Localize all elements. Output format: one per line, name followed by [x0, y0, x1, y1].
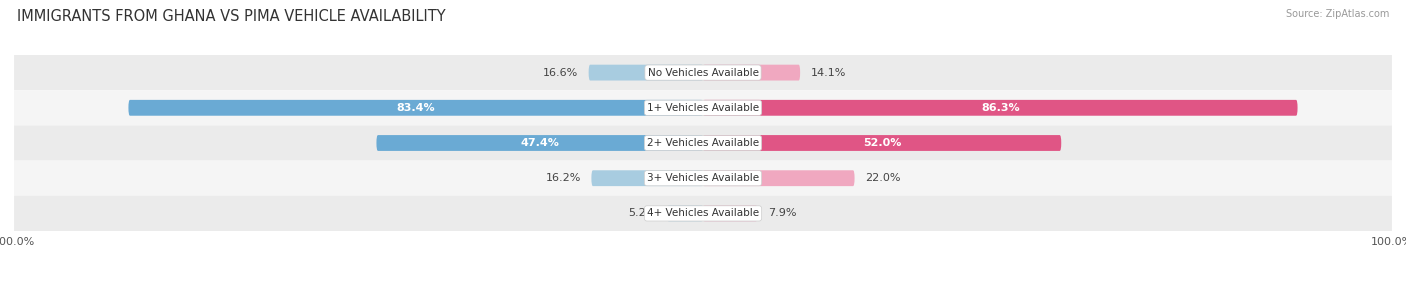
FancyBboxPatch shape [703, 170, 855, 186]
Text: IMMIGRANTS FROM GHANA VS PIMA VEHICLE AVAILABILITY: IMMIGRANTS FROM GHANA VS PIMA VEHICLE AV… [17, 9, 446, 23]
FancyBboxPatch shape [668, 205, 703, 221]
FancyBboxPatch shape [703, 205, 758, 221]
FancyBboxPatch shape [128, 100, 703, 116]
Text: 22.0%: 22.0% [865, 173, 900, 183]
Text: 2+ Vehicles Available: 2+ Vehicles Available [647, 138, 759, 148]
Text: 16.6%: 16.6% [543, 67, 578, 78]
FancyBboxPatch shape [14, 196, 1392, 231]
FancyBboxPatch shape [703, 100, 1298, 116]
Text: 3+ Vehicles Available: 3+ Vehicles Available [647, 173, 759, 183]
Text: 7.9%: 7.9% [768, 208, 796, 219]
FancyBboxPatch shape [703, 65, 800, 81]
FancyBboxPatch shape [14, 55, 1392, 90]
FancyBboxPatch shape [592, 170, 703, 186]
Text: 52.0%: 52.0% [863, 138, 901, 148]
Text: No Vehicles Available: No Vehicles Available [648, 67, 758, 78]
FancyBboxPatch shape [14, 90, 1392, 125]
Text: 5.2%: 5.2% [628, 208, 657, 219]
Text: 16.2%: 16.2% [546, 173, 581, 183]
Text: 14.1%: 14.1% [810, 67, 846, 78]
Text: 83.4%: 83.4% [396, 103, 434, 113]
FancyBboxPatch shape [14, 161, 1392, 196]
FancyBboxPatch shape [703, 135, 1062, 151]
Text: Source: ZipAtlas.com: Source: ZipAtlas.com [1285, 9, 1389, 19]
FancyBboxPatch shape [589, 65, 703, 81]
Text: 4+ Vehicles Available: 4+ Vehicles Available [647, 208, 759, 219]
Text: 1+ Vehicles Available: 1+ Vehicles Available [647, 103, 759, 113]
FancyBboxPatch shape [377, 135, 703, 151]
FancyBboxPatch shape [14, 125, 1392, 161]
Text: 47.4%: 47.4% [520, 138, 560, 148]
Text: 86.3%: 86.3% [981, 103, 1019, 113]
